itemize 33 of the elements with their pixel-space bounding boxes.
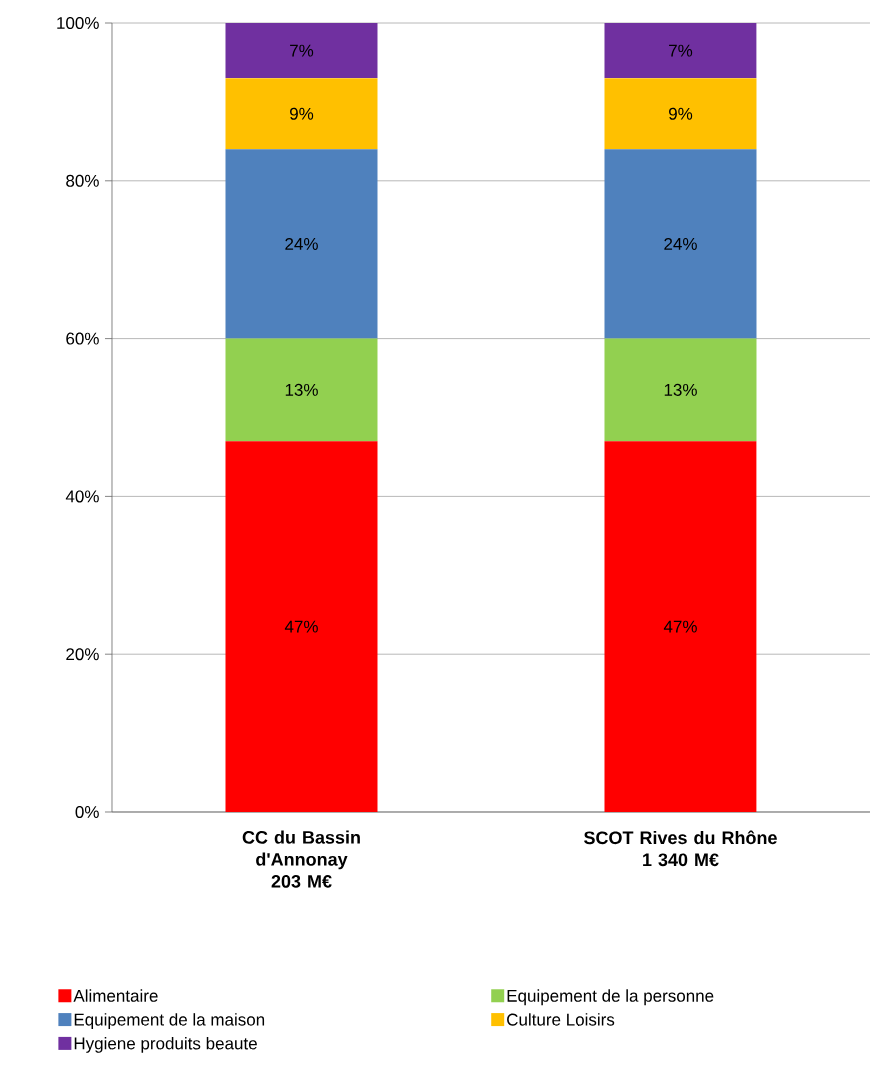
bar xyxy=(604,338,757,442)
bar xyxy=(604,149,757,339)
data-label: 7% xyxy=(290,44,314,57)
data-label: 9% xyxy=(290,107,314,120)
y-tick-label: 60% xyxy=(66,332,99,345)
data-label: 7% xyxy=(669,44,693,57)
bar xyxy=(604,78,757,150)
bar xyxy=(225,149,378,339)
y-tick-label: 40% xyxy=(65,490,99,503)
data-label: 47% xyxy=(663,620,697,633)
data-label: 9% xyxy=(669,107,693,120)
bar xyxy=(225,441,378,812)
bar xyxy=(225,23,378,79)
data-label: 13% xyxy=(285,383,318,396)
bar xyxy=(225,78,378,150)
data-label: 13% xyxy=(664,383,697,396)
bar xyxy=(225,338,378,442)
y-tick-label: 100% xyxy=(57,16,99,30)
legend-label: Equipement de la maison xyxy=(74,1013,265,1030)
y-tick-label: 0% xyxy=(75,805,99,819)
bar xyxy=(604,23,757,79)
x-tick-label: CC du Bassin d'Annonay 203 M€ xyxy=(242,830,360,888)
legend-label: Equipement de la personne xyxy=(507,989,714,1006)
data-label: 24% xyxy=(664,237,697,250)
bar xyxy=(604,441,757,812)
data-label: 24% xyxy=(285,237,318,250)
legend-label: Hygiene produits beaute xyxy=(74,1037,257,1053)
y-tick-label: 20% xyxy=(66,648,99,661)
data-label: 47% xyxy=(284,620,318,633)
legend-label: Alimentaire xyxy=(73,989,158,1002)
legend-label: Culture Loisirs xyxy=(507,1013,615,1026)
x-tick-label: SCOT Rives du Rhône 1 340 M€ xyxy=(584,830,777,867)
y-tick-label: 80% xyxy=(66,174,99,187)
